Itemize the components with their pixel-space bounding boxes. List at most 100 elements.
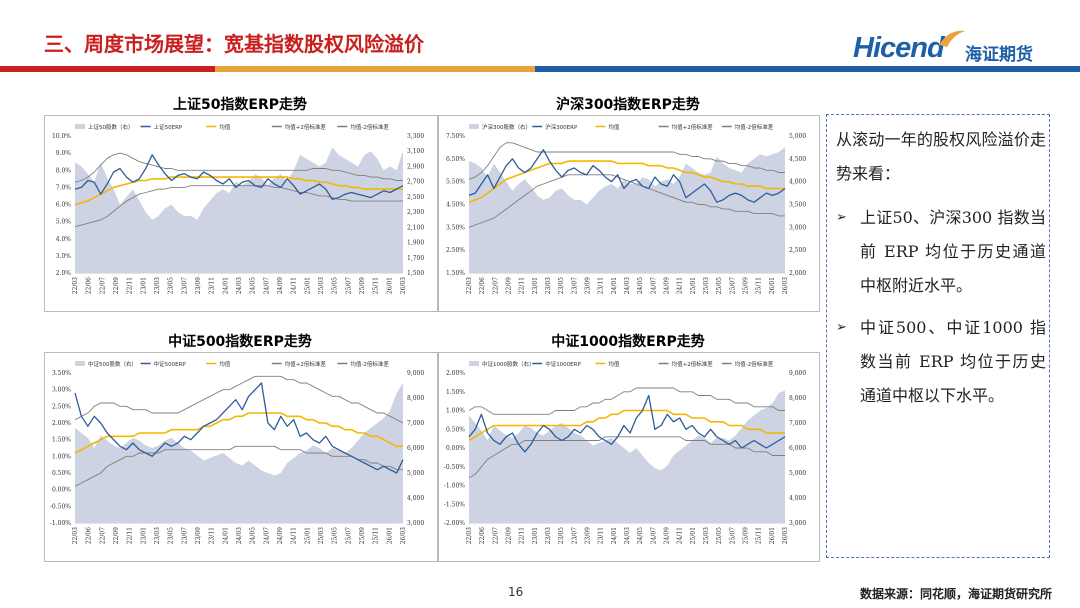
x-tick-label: 23/01 xyxy=(532,277,539,294)
index-area xyxy=(469,390,785,523)
legend-swatch xyxy=(469,124,479,129)
legend-label: 均值 xyxy=(219,123,231,131)
x-tick-label: 25/07 xyxy=(729,277,736,294)
x-tick-label: 26/01 xyxy=(769,277,776,294)
x-tick-label: 25/09 xyxy=(743,527,750,544)
x-tick-label: 26/03 xyxy=(400,527,407,544)
header-bar-blue xyxy=(535,66,1080,72)
chart-svg: 中证1000股数（右） 中证1000ERP 均值 均值+2倍标准差 均值-2倍标准差 -2… xyxy=(444,360,806,544)
y-left-tick-label: 4.0% xyxy=(56,236,72,243)
y-right-tick-label: 5,000 xyxy=(789,470,806,477)
chart-panel-zz500: 中证500股数（右） 中证500ERP 均值 均值+2倍标准差 均值-2倍标准差 -1.0… xyxy=(44,352,438,562)
x-tick-label: 26/03 xyxy=(782,527,789,544)
x-tick-label: 26/01 xyxy=(769,527,776,544)
x-tick-label: 24/01 xyxy=(222,277,229,294)
y-left-tick-label: 0.50% xyxy=(52,470,71,477)
x-tick-label: 23/05 xyxy=(558,277,565,294)
x-tick-label: 22/03 xyxy=(72,527,79,544)
legend-swatch xyxy=(75,124,85,129)
y-left-tick-label: -1.00% xyxy=(50,520,71,527)
legend-item: 中证1000ERP xyxy=(532,360,581,368)
legend-item: 均值-2倍标准差 xyxy=(337,123,389,131)
x-tick-label: 23/05 xyxy=(558,527,565,544)
x-tick-label: 24/09 xyxy=(277,277,284,294)
y-left-tick-label: 3.50% xyxy=(446,224,465,231)
erp-line xyxy=(74,382,404,474)
x-tick-label: 25/11 xyxy=(373,527,380,544)
logo-wordmark: Hicend xyxy=(853,32,945,64)
legend-item: 均值-2倍标准差 xyxy=(721,123,774,131)
x-tick-label: 22/06 xyxy=(479,277,486,294)
erp-line xyxy=(468,149,786,203)
chart-svg: 沪深300股数（右） 沪深300ERP 均值 均值+2倍标准差 均值-2倍标准差 1.50… xyxy=(446,123,806,294)
x-tick-label: 25/03 xyxy=(703,527,710,544)
x-tick-label: 23/09 xyxy=(195,277,202,294)
chart-title-zz1000: 中证1000指数ERP走势 xyxy=(551,334,705,350)
lower-band-line xyxy=(74,445,403,487)
bullet-arrow-icon: ➢ xyxy=(836,320,847,335)
y-right-tick-label: 8,000 xyxy=(789,395,806,402)
y-left-tick-label: 1.50% xyxy=(52,437,71,444)
x-tick-label: 24/03 xyxy=(236,527,243,544)
x-tick-label: 24/07 xyxy=(263,527,270,544)
x-tick-label: 24/07 xyxy=(650,527,657,544)
y-left-tick-label: 3.0% xyxy=(56,253,72,260)
legend-item: 中证500ERP xyxy=(140,360,186,368)
legend-label: 中证1000股数（右） xyxy=(482,360,535,368)
x-tick-label: 24/11 xyxy=(291,527,298,544)
y-right-tick-label: 3,000 xyxy=(789,224,806,231)
x-tick-label: 26/03 xyxy=(400,277,407,294)
y-left-tick-label: -1.50% xyxy=(444,501,465,508)
x-tick-label: 22/11 xyxy=(519,277,526,294)
chart-title-zz500: 中证500指数ERP走势 xyxy=(168,334,312,350)
lower-band-line xyxy=(468,436,785,479)
x-tick-label: 22/11 xyxy=(519,527,526,544)
legend-label: 均值 xyxy=(608,123,620,131)
upper-band-line xyxy=(74,375,404,424)
x-tick-label: 25/11 xyxy=(756,527,763,544)
x-tick-label: 25/11 xyxy=(373,277,380,294)
x-tick-label: 23/07 xyxy=(181,277,188,294)
x-tick-label: 22/07 xyxy=(492,527,499,544)
legend-item: 均值-2倍标准差 xyxy=(721,360,774,368)
commentary-bullet-1: ➢ 上证50、沪深300 指数当前 ERP 均位于历史通道中枢附近水平。 xyxy=(836,201,1046,303)
y-left-tick-label: -2.00% xyxy=(444,520,465,527)
y-left-tick-label: 0.00% xyxy=(446,445,465,452)
y-left-tick-label: 2.00% xyxy=(446,370,465,377)
x-tick-label: 24/09 xyxy=(664,277,671,294)
x-tick-label: 25/11 xyxy=(756,277,763,294)
y-left-tick-label: 3.00% xyxy=(52,387,71,394)
legend-swatch xyxy=(75,361,85,366)
x-tick-label: 24/09 xyxy=(277,527,284,544)
x-tick-label: 22/09 xyxy=(506,277,513,294)
logo: Hicend 海证期货 xyxy=(853,30,1033,66)
legend-item: 上证50股数（右） xyxy=(75,123,134,131)
legend-item: 中证500股数（右） xyxy=(75,360,137,368)
legend-label: 上证50ERP xyxy=(154,123,183,131)
y-left-tick-label: 5.50% xyxy=(446,179,465,186)
x-tick-label: 25/05 xyxy=(716,527,723,544)
x-tick-label: 23/07 xyxy=(181,527,188,544)
y-left-tick-label: -0.50% xyxy=(444,464,465,471)
x-tick-label: 25/01 xyxy=(690,527,697,544)
legend-label: 均值 xyxy=(608,360,620,368)
x-tick-label: 25/05 xyxy=(716,277,723,294)
legend-item: 均值-2倍标准差 xyxy=(337,360,389,368)
x-tick-label: 25/09 xyxy=(743,277,750,294)
bullet-arrow-icon: ➢ xyxy=(836,210,847,225)
y-right-tick-label: 4,500 xyxy=(789,156,806,163)
x-tick-label: 23/09 xyxy=(585,527,592,544)
x-tick-label: 26/01 xyxy=(386,527,393,544)
y-left-tick-label: 1.00% xyxy=(446,408,465,415)
y-left-tick-label: 0.00% xyxy=(52,487,71,494)
legend-label: 均值+2倍标准差 xyxy=(285,123,327,131)
x-tick-label: 22/07 xyxy=(99,527,106,544)
y-right-tick-label: 9,000 xyxy=(407,370,424,377)
mean-line xyxy=(468,409,785,442)
x-tick-label: 23/11 xyxy=(598,527,605,544)
legend-item: 均值+2倍标准差 xyxy=(658,123,713,131)
y-right-tick-label: 7,000 xyxy=(789,420,806,427)
y-right-tick-label: 4,000 xyxy=(407,495,424,502)
x-tick-label: 26/01 xyxy=(386,277,393,294)
y-left-tick-label: 7.0% xyxy=(56,184,72,191)
